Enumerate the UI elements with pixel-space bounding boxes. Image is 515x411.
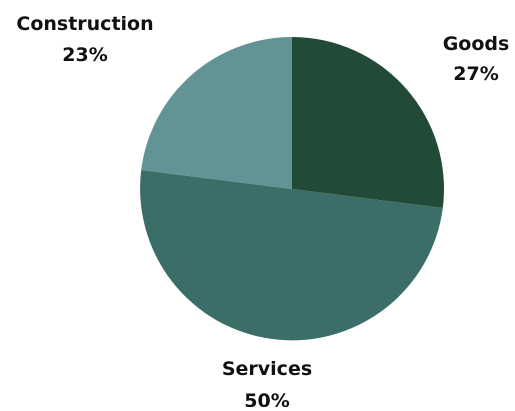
slice-label-goods: Goods [443,33,510,55]
slice-value-services: 50% [244,390,289,407]
pie-labels: Goods 27% Services 50% Construction 23% [16,13,510,411]
pie-slices [140,37,444,341]
pie-slice-goods [292,37,444,209]
pie-slice-construction [141,37,292,189]
slice-value-goods: 27% [453,63,498,85]
pie-slice-services [140,169,443,341]
slice-value-construction: 23% [62,44,107,66]
slice-label-construction: Construction [16,13,153,35]
slice-label-services: Services [222,358,312,380]
